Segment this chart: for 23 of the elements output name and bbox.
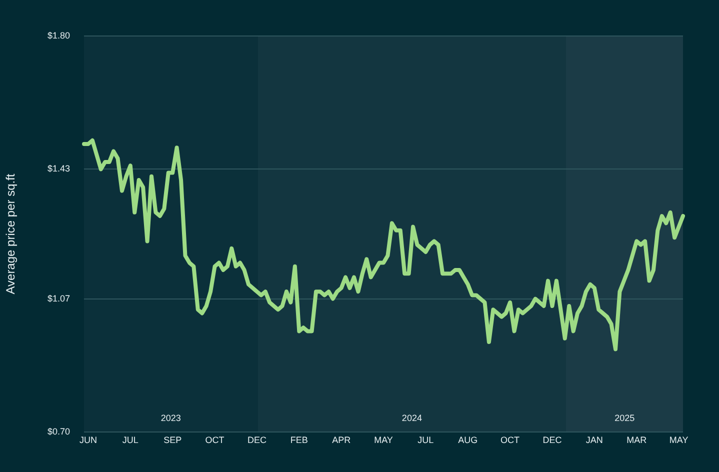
y-tick-label: $0.70	[47, 426, 70, 436]
y-tick-label: $1.80	[47, 30, 70, 40]
annotation: 2025	[614, 412, 635, 423]
x-tick-label: OCT	[500, 434, 520, 445]
x-tick-label: MAY	[374, 434, 393, 445]
y-tick-label: $1.43	[47, 164, 70, 174]
x-tick-label: JAN	[586, 434, 603, 445]
x-tick-label: OCT	[205, 434, 225, 445]
x-tick-label: APR	[332, 434, 352, 445]
x-tick-label: FEB	[290, 434, 308, 445]
x-tick-label: MAR	[626, 434, 648, 445]
x-tick-label: JUL	[418, 434, 434, 445]
x-tick-label: DEC	[247, 434, 267, 445]
x-tick-label: JUL	[122, 434, 138, 445]
x-tick-label: SEP	[164, 434, 182, 445]
annotation: 2024	[402, 412, 422, 423]
x-tick-label: DEC	[542, 434, 562, 445]
x-tick-label: MAY	[669, 434, 688, 445]
x-tick-label: AUG	[458, 434, 478, 445]
x-tick-label: JUN	[79, 434, 97, 445]
y-axis-title: Average price per sq.ft	[4, 173, 18, 294]
annotation: 2023	[160, 412, 181, 423]
y-tick-label: $1.07	[47, 293, 70, 304]
